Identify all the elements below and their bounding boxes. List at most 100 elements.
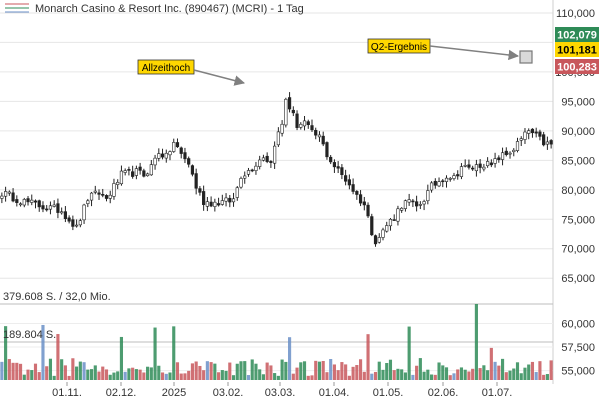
volume-bar [344, 364, 348, 380]
volume-bar [60, 359, 64, 380]
candle-body [45, 208, 49, 211]
volume-bar [291, 373, 295, 380]
time-tick-label: 03.03. [265, 387, 296, 399]
volume-bar [205, 361, 209, 380]
volume-bar [11, 362, 15, 380]
volume-bar [37, 372, 41, 380]
candle-body [329, 156, 333, 163]
candle-body [108, 194, 112, 199]
candle-body [145, 173, 150, 177]
annotation-label: Q2-Ergebnis [371, 42, 427, 53]
candle-body [138, 166, 142, 171]
candle-body [370, 216, 374, 236]
volume-bar [302, 361, 307, 380]
time-tick-label: 02.06. [428, 387, 459, 399]
volume-bar [250, 359, 254, 380]
volume-reference-label: 379.608 S. / 32,0 Mio. [3, 291, 111, 303]
volume-bar [217, 372, 221, 380]
candle-body [388, 219, 393, 227]
volume-bar [437, 362, 441, 380]
candle-body [101, 194, 105, 196]
candle-body [48, 205, 53, 210]
volume-bar [243, 361, 247, 380]
volume-bar [478, 368, 482, 380]
volume-bar [108, 374, 112, 380]
candle-body [26, 198, 30, 203]
candle-body [489, 162, 493, 166]
candle-body [474, 164, 479, 172]
candle-body [0, 195, 4, 199]
volume-bar [474, 304, 478, 380]
volume-bar [444, 367, 449, 380]
candle-body [400, 207, 404, 211]
candle-body [86, 200, 90, 204]
candle-body [471, 167, 475, 170]
volume-bar [400, 369, 404, 380]
volume-bar [116, 371, 120, 380]
volume-bar [381, 369, 385, 380]
volume-bar [265, 362, 269, 380]
candle-body [403, 200, 408, 209]
volume-bar [441, 365, 445, 380]
candle-body [261, 157, 266, 161]
volume-bar [411, 374, 415, 380]
volume-bar [534, 372, 538, 380]
volume-bar [190, 363, 194, 380]
volume-labels: 379.608 S. / 32,0 Mio. 189.804 S. [3, 291, 111, 341]
price-badge [555, 27, 599, 42]
volume-bar [75, 366, 79, 380]
volume-grid [0, 303, 553, 372]
volume-bar [489, 347, 493, 380]
candle-body [355, 191, 359, 195]
volume-bar [504, 372, 508, 380]
candle-body [74, 224, 79, 227]
volume-bar [82, 362, 86, 380]
volume-bar [119, 336, 124, 380]
volume-bar [4, 326, 8, 380]
volume-bar [63, 365, 67, 380]
volume-bar [194, 361, 198, 380]
candle-body [22, 199, 26, 206]
volume-bar [276, 375, 280, 380]
time-tick-label: 01.05. [373, 387, 404, 399]
candle-body [321, 135, 325, 145]
volume-bar [18, 363, 23, 380]
candle-body [41, 205, 45, 210]
candle-body [265, 155, 269, 162]
volume-bar [463, 369, 467, 380]
candle-body [291, 109, 295, 114]
volume-bar [486, 370, 490, 380]
candle-body [160, 153, 165, 158]
volume-bar [112, 372, 116, 380]
candle-body [56, 203, 60, 213]
volume-bar [198, 365, 202, 380]
candle-body [183, 152, 187, 160]
price-badge-label: 100,283 [557, 62, 597, 74]
volume-bar [26, 369, 30, 380]
volume-bar [549, 360, 553, 380]
candle-body [444, 177, 449, 182]
price-badge [555, 42, 599, 57]
volume-bar [336, 370, 340, 380]
candle-body [542, 134, 546, 146]
candle-body [527, 130, 531, 134]
candle-body [104, 195, 109, 199]
volume-bar [351, 366, 355, 380]
volume-bar [288, 337, 292, 380]
candle-body [508, 152, 512, 155]
annotation-arrow [429, 45, 520, 61]
volume-bar [220, 370, 224, 380]
price-tick-label: 85,000 [561, 155, 595, 167]
candle-body [373, 235, 378, 245]
candle-body [500, 152, 505, 160]
volume-bar [373, 371, 378, 380]
volume-bar [131, 367, 135, 380]
volume-reference-label: 189.804 S. [3, 329, 56, 341]
candle-body [231, 198, 236, 203]
volume-bar [459, 367, 464, 380]
candle-body [523, 131, 527, 140]
candle-body [164, 152, 168, 159]
candle-body [134, 168, 138, 176]
legend: Monarch Casino & Resort Inc. (890467) (M… [5, 3, 304, 15]
candle-body [246, 170, 251, 175]
